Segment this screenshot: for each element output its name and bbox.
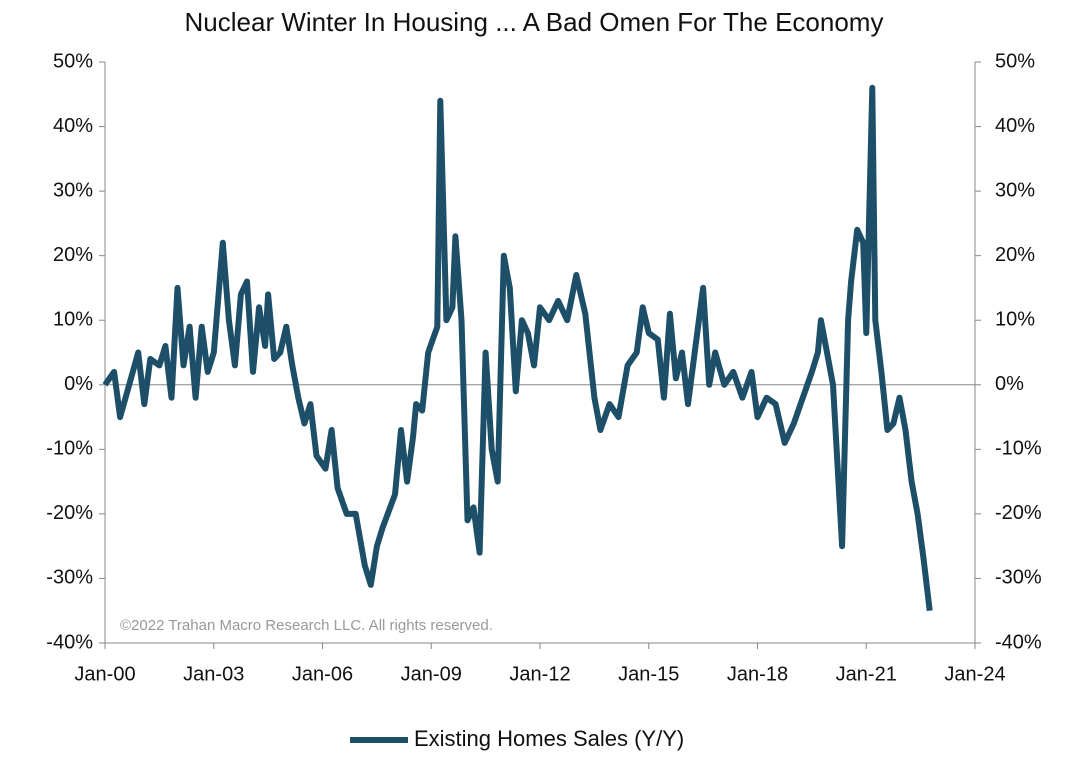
legend-label: Existing Homes Sales (Y/Y) [414,726,684,751]
y2-tick-label: 40% [995,115,1035,137]
series-line [102,84,933,612]
y-tick-label: 0% [64,373,93,395]
y2-tick-label: -20% [995,502,1042,524]
x-tick-label: Jan-12 [509,663,570,685]
y-tick-label: 50% [53,50,93,72]
y2-tick-label: 20% [995,244,1035,266]
x-tick-label: Jan-03 [183,663,244,685]
y2-tick-label: -40% [995,631,1042,653]
x-tick-label: Jan-18 [727,663,788,685]
y-tick-label: 30% [53,179,93,201]
y2-tick-label: 30% [995,179,1035,201]
y-tick-label: -30% [46,567,93,589]
x-tick-label: Jan-00 [74,663,135,685]
x-tick-label: Jan-15 [618,663,679,685]
chart-title: Nuclear Winter In Housing ... A Bad Omen… [185,7,884,37]
x-tick-label: Jan-09 [401,663,462,685]
y-tick-label: 40% [53,115,93,137]
y2-tick-label: 0% [995,373,1024,395]
y-tick-label: 20% [53,244,93,266]
y2-tick-label: 10% [995,309,1035,331]
y-tick-label: -40% [46,631,93,653]
x-tick-label: Jan-24 [944,663,1005,685]
x-tick-label: Jan-21 [836,663,897,685]
y2-tick-label: -10% [995,438,1042,460]
copyright: ©2022 Trahan Macro Research LLC. All rig… [120,617,493,634]
y2-tick-label: 50% [995,50,1035,72]
y-tick-label: 10% [53,309,93,331]
y-tick-label: -20% [46,502,93,524]
y2-tick-label: -30% [995,567,1042,589]
x-tick-label: Jan-06 [292,663,353,685]
y-tick-label: -10% [46,438,93,460]
